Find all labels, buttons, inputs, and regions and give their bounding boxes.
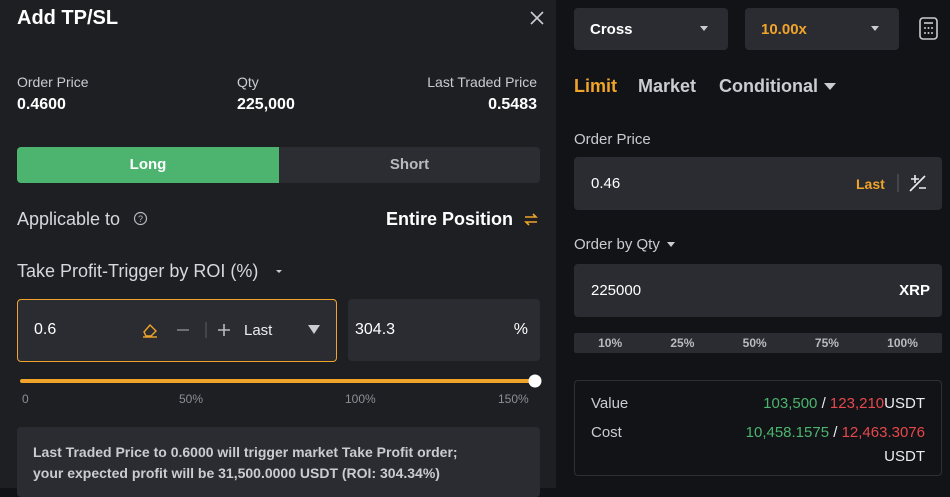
applicable-value: Entire Position <box>385 209 513 229</box>
caret <box>871 26 879 31</box>
note-line: Last Traded Price to 0.6000 will trigger… <box>33 444 458 460</box>
leverage-select[interactable] <box>745 8 899 50</box>
percent-options: 10% 25% 50% 75% 100% <box>574 333 942 353</box>
value-label: Value <box>591 395 629 412</box>
order-tab[interactable]: Conditional <box>719 76 818 96</box>
eraser-icon[interactable] <box>141 322 159 338</box>
summary-label: Qty <box>237 74 259 90</box>
trigger-type: Last <box>244 322 273 339</box>
qty-label: Order by Qty <box>574 236 660 253</box>
separator: / <box>821 395 826 412</box>
unit: USDT <box>884 395 925 412</box>
slider-label: 50% <box>179 392 204 406</box>
order-tab[interactable]: Limit <box>574 76 617 96</box>
take-profit-label: Take Profit-Trigger by ROI (%) <box>17 261 259 281</box>
slider-label: 0 <box>22 392 29 406</box>
note-box <box>17 427 540 497</box>
summary-value: 0.5483 <box>488 96 537 113</box>
step-buttons[interactable] <box>175 322 237 338</box>
caret[interactable] <box>666 241 676 249</box>
long-tab[interactable]: Long <box>17 147 279 183</box>
note-line: your expected profit will be 31,500.0000… <box>33 465 440 481</box>
calculator-icon[interactable] <box>918 16 940 42</box>
value-sell: 123,210 <box>829 395 885 412</box>
summary-label: Last Traded Price <box>427 74 537 90</box>
unit: USDT <box>884 448 925 465</box>
summary-value: 225,000 <box>237 96 295 113</box>
percent-option[interactable]: 50% <box>742 336 767 350</box>
close-button[interactable] <box>529 10 545 26</box>
roi-slider[interactable] <box>18 372 548 390</box>
percent-option[interactable]: 100% <box>887 336 918 350</box>
order-tab[interactable]: Market <box>638 76 697 96</box>
slider-label: 150% <box>498 392 529 406</box>
dropdown-caret[interactable] <box>274 268 284 276</box>
order-price: 0.46 <box>591 175 621 192</box>
trigger-price: 0.6 <box>34 321 57 338</box>
percent-option[interactable]: 10% <box>598 336 623 350</box>
summary-value: 0.4600 <box>17 96 66 113</box>
percent-bar <box>574 333 942 353</box>
summary-box <box>574 380 942 476</box>
roi-input[interactable] <box>348 299 540 361</box>
tpsl-panel: Add TP/SL Order Price 0.4600 Qty 225,000… <box>0 0 556 497</box>
qty-input[interactable] <box>574 264 942 317</box>
order-price-input[interactable] <box>574 157 942 210</box>
percent-option[interactable]: 75% <box>814 336 839 350</box>
svg-text:?: ? <box>138 214 143 224</box>
help-icon[interactable]: ? <box>133 211 148 226</box>
trigger-input[interactable] <box>17 299 337 362</box>
order-price-label: Order Price <box>574 131 651 148</box>
summary-label: Order Price <box>17 74 89 90</box>
short-tab[interactable]: Short <box>279 147 540 183</box>
value-buy: 103,500 <box>763 395 818 412</box>
cost-label: Cost <box>591 424 622 441</box>
price-ref[interactable]: Last <box>856 176 885 192</box>
applicable-label: Applicable to <box>17 209 121 229</box>
leverage: 10.00x <box>761 21 807 38</box>
cost-sell: 12,463.3076 <box>841 424 925 441</box>
percent-option[interactable]: 25% <box>670 336 695 350</box>
trigger-caret[interactable] <box>307 324 321 335</box>
roi-value: 304.3 <box>355 321 396 338</box>
swap-icon[interactable] <box>523 212 539 227</box>
cost-row: 10,458.1575 / 12,463.3076 <box>746 424 925 441</box>
separator: / <box>833 424 838 441</box>
value-row: 103,500 / 123,210USDT <box>763 395 925 412</box>
qty: 225000 <box>591 282 642 299</box>
slider-label: 100% <box>345 392 376 406</box>
qty-unit: XRP <box>899 282 930 299</box>
cost-buy: 10,458.1575 <box>745 424 830 441</box>
caret <box>824 83 836 90</box>
caret <box>700 26 708 31</box>
margin-mode-select[interactable] <box>574 8 728 50</box>
margin-mode: Cross <box>590 21 633 38</box>
title: Add TP/SL <box>17 7 119 29</box>
plus-minus-icon[interactable] <box>896 172 932 194</box>
roi-unit: % <box>513 321 528 338</box>
